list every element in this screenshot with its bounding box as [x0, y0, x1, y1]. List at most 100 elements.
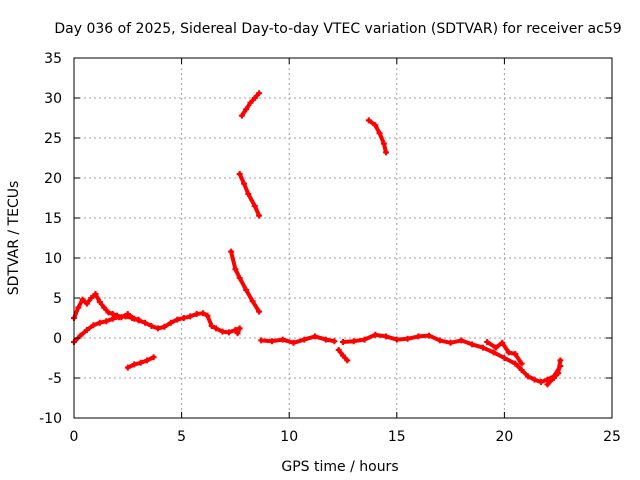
data-point — [492, 344, 499, 351]
data-point — [249, 298, 256, 305]
data-point — [213, 325, 220, 332]
data-point — [124, 364, 131, 371]
data-point — [331, 338, 338, 345]
data-point — [256, 308, 263, 315]
data-point — [415, 333, 422, 340]
data-point — [154, 325, 161, 332]
data-point — [92, 291, 99, 297]
data-point — [555, 370, 562, 377]
data-point — [122, 313, 129, 320]
grid — [74, 58, 612, 418]
data-point — [458, 337, 465, 344]
plot-frame — [73, 57, 613, 419]
data-point — [236, 171, 243, 177]
data-point — [256, 212, 263, 219]
data-point — [241, 180, 248, 187]
data-point — [187, 313, 194, 320]
data-point — [144, 357, 151, 364]
y-tick-label: 35 — [44, 51, 62, 67]
data-point — [142, 319, 149, 326]
y-tick-label: 20 — [44, 171, 62, 187]
data-point — [469, 341, 476, 348]
x-axis-label: GPS time / hours — [281, 459, 398, 475]
data-point — [484, 339, 491, 345]
axis-ticks: 0 5 10 15 20 25 -10 -5 0 5 10 15 20 25 30 35 — [39, 51, 621, 445]
data-point — [77, 332, 84, 339]
data-point — [137, 359, 144, 366]
x-tick-label: 20 — [495, 429, 513, 445]
x-tick-label: 0 — [70, 429, 79, 445]
series-segment-4 — [229, 249, 262, 314]
data-point — [490, 349, 497, 356]
data-point — [518, 367, 525, 373]
data-point — [79, 296, 86, 303]
data-point — [228, 248, 235, 255]
y-axis-label: SDTVAR / TECUs — [6, 181, 22, 296]
data-point — [550, 375, 557, 381]
data-point — [436, 337, 443, 344]
data-point — [301, 336, 308, 343]
data-point — [167, 319, 174, 326]
data-point — [193, 311, 200, 317]
data-point — [75, 304, 82, 311]
data-point — [88, 295, 95, 301]
data-point — [243, 287, 250, 293]
data-point — [83, 300, 90, 307]
data-point — [544, 381, 551, 388]
plot-series — [71, 90, 564, 388]
data-point — [376, 130, 383, 137]
data-point — [557, 357, 564, 364]
data-point — [268, 338, 275, 345]
data-point — [245, 191, 252, 197]
data-point — [105, 309, 112, 316]
data-point — [232, 327, 239, 333]
data-point — [103, 318, 110, 325]
data-point — [531, 376, 538, 383]
data-point — [243, 106, 250, 113]
data-point — [150, 354, 157, 361]
data-point — [479, 344, 486, 351]
data-point — [90, 322, 97, 329]
data-point — [161, 323, 168, 330]
data-point — [404, 335, 411, 342]
data-point — [380, 140, 387, 147]
data-point — [372, 122, 379, 129]
data-point — [340, 352, 346, 359]
data-point — [518, 360, 525, 367]
data-point — [279, 336, 286, 343]
data-point — [537, 379, 544, 385]
y-tick-label: -10 — [39, 411, 62, 427]
y-tick-label: -5 — [48, 371, 62, 387]
data-point — [225, 329, 232, 336]
data-point — [251, 95, 258, 101]
data-point — [96, 299, 103, 305]
data-point — [129, 315, 136, 321]
data-point — [447, 339, 454, 346]
data-point — [236, 275, 243, 281]
data-point — [247, 99, 254, 106]
data-point — [219, 328, 226, 335]
data-point — [258, 337, 265, 344]
chart-title: Day 036 of 2025, Sidereal Day-to-day VTE… — [54, 21, 621, 37]
x-tick-label: 5 — [177, 429, 186, 445]
data-point — [101, 304, 108, 311]
data-point — [238, 112, 245, 119]
data-point — [335, 347, 342, 353]
y-tick-label: 15 — [44, 211, 62, 227]
y-tick-label: 5 — [53, 291, 62, 307]
data-point — [208, 323, 215, 329]
data-point — [393, 336, 400, 343]
data-point — [251, 203, 258, 209]
data-point — [344, 357, 351, 364]
data-point — [290, 339, 297, 346]
data-point — [131, 361, 138, 368]
data-point — [499, 339, 506, 346]
data-point — [512, 351, 519, 357]
x-tick-label: 15 — [388, 429, 406, 445]
data-point — [426, 332, 433, 339]
data-point — [204, 312, 211, 319]
data-point — [135, 317, 142, 324]
data-point — [383, 149, 390, 156]
data-point — [148, 323, 155, 329]
series-segment-12 — [545, 358, 563, 387]
